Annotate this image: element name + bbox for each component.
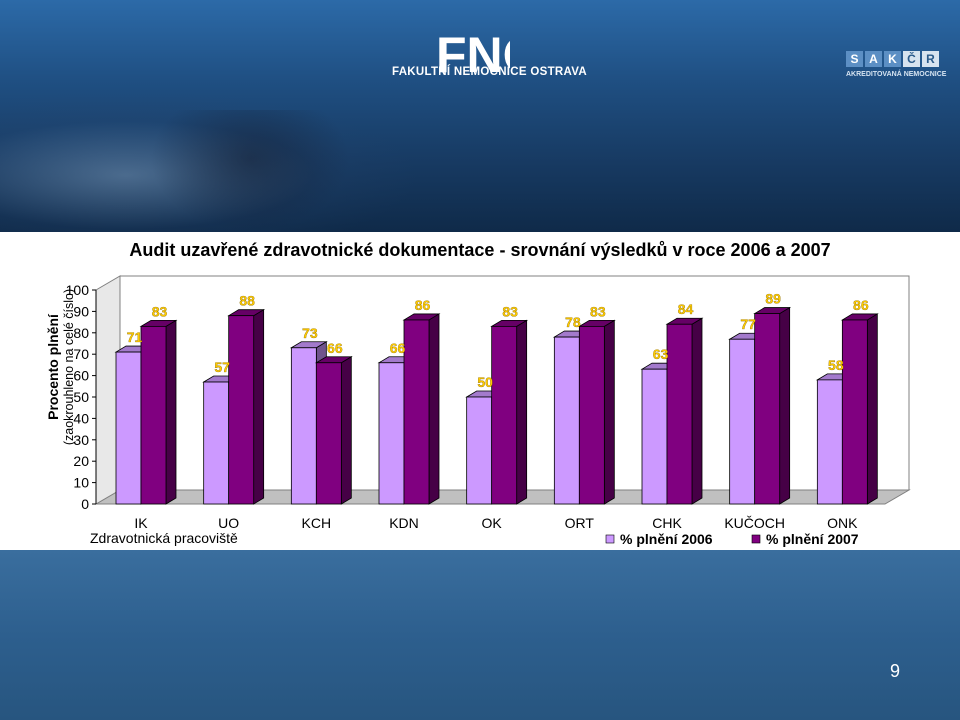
bar <box>315 362 342 505</box>
svg-text:FNO: FNO <box>436 27 510 80</box>
bar <box>841 319 868 505</box>
bar <box>140 325 167 505</box>
bar <box>403 319 430 505</box>
y-axis-title: Procento plnění <box>45 313 61 420</box>
slide-content: Audit uzavřené zdravotnické dokumentace … <box>0 232 960 550</box>
data-label: 86 <box>853 297 869 313</box>
y-tick-label: 70 <box>73 346 89 362</box>
bar-side <box>165 319 177 505</box>
x-axis: IK UO KCH KDN OK ORT CHK KUČOCH ONK <box>134 515 858 531</box>
bar <box>115 351 142 505</box>
y-axis-subtitle: (zaokrouhleno na celé číslo) <box>62 289 76 445</box>
sak-letter-a: A <box>865 51 882 67</box>
y-tick-label: 60 <box>73 368 89 384</box>
sak-letter-k: K <box>884 51 901 67</box>
data-label: 89 <box>765 291 781 307</box>
bar <box>729 338 756 505</box>
banner-photo-shadow <box>150 110 350 232</box>
category-label: ORT <box>565 515 595 531</box>
y-tick-label: 10 <box>73 475 89 491</box>
data-label: 66 <box>327 340 343 356</box>
legend-label: % plnění 2007 <box>766 531 859 547</box>
bar-chart: 0 10 20 30 40 50 60 70 80 90 100 71 83 57 88 73 66 66 86 5… <box>45 275 911 547</box>
data-label: 83 <box>502 303 518 319</box>
y-tick-label: 80 <box>73 325 89 341</box>
bar-side <box>691 317 703 505</box>
legend-label: % plnění 2006 <box>620 531 713 547</box>
bar <box>378 362 405 505</box>
bars <box>114 306 879 505</box>
bar <box>203 381 230 505</box>
bar <box>641 368 668 505</box>
hospital-name: FAKULTNÍ NEMOCNICE OSTRAVA <box>392 66 587 78</box>
category-label: OK <box>482 515 503 531</box>
category-label: IK <box>134 515 148 531</box>
bar <box>553 336 580 505</box>
category-label: CHK <box>652 515 682 531</box>
chart-title: Audit uzavřené zdravotnické dokumentace … <box>129 240 831 260</box>
sak-letter-s: S <box>846 51 863 67</box>
y-tick-label: 90 <box>73 303 89 319</box>
data-label: 83 <box>590 303 606 319</box>
y-tick-label: 30 <box>73 432 89 448</box>
y-tick-label: 20 <box>73 453 89 469</box>
category-label: KDN <box>389 515 419 531</box>
bar-side <box>866 313 878 505</box>
legend-swatch <box>605 534 615 544</box>
data-labels: 71 83 57 88 73 66 66 86 50 83 78 83 63 84 77 89 58 86 <box>127 290 869 390</box>
data-label: 73 <box>302 325 318 341</box>
bar-side <box>253 308 265 505</box>
bar-side <box>779 306 791 505</box>
category-label: UO <box>218 515 239 531</box>
category-label: ONK <box>827 515 858 531</box>
page-number: 9 <box>889 661 900 681</box>
bar <box>578 325 605 505</box>
legend: % plnění 2006 % plnění 2007 <box>605 531 859 547</box>
bar-side <box>603 319 615 505</box>
y-tick-label: 50 <box>73 389 89 405</box>
fno-logo: FNO <box>436 27 510 80</box>
category-label: KUČOCH <box>724 515 785 531</box>
bar-side <box>340 356 352 505</box>
sak-letter-c: Č <box>903 51 920 67</box>
bar <box>666 323 693 505</box>
category-label: KCH <box>302 515 332 531</box>
y-tick-label: 100 <box>66 282 90 298</box>
bar <box>754 313 781 505</box>
bar <box>816 379 843 505</box>
bar-side <box>516 319 528 505</box>
data-label: 78 <box>565 314 581 330</box>
data-label: 88 <box>239 293 255 309</box>
bar-side <box>428 313 440 505</box>
data-label: 66 <box>390 340 406 356</box>
bar <box>491 325 518 505</box>
data-label: 84 <box>678 301 694 317</box>
data-label: 58 <box>828 357 844 373</box>
accreditation-text: AKREDITOVANÁ NEMOCNICE <box>846 71 947 78</box>
data-label: 86 <box>415 297 431 313</box>
data-label: 57 <box>214 359 230 375</box>
y-axis: 0 10 20 30 40 50 60 70 80 90 100 <box>66 282 97 512</box>
data-label: 50 <box>477 374 493 390</box>
bar <box>290 347 317 505</box>
data-label: 71 <box>127 329 143 345</box>
legend-swatch <box>751 534 761 544</box>
sak-letter-r: R <box>922 51 939 67</box>
x-axis-title: Zdravotnická pracoviště <box>90 530 238 546</box>
footer: 9 <box>0 550 960 720</box>
data-label: 83 <box>152 303 168 319</box>
data-label: 63 <box>653 346 669 362</box>
bar <box>228 315 255 505</box>
y-tick-label: 0 <box>81 496 89 512</box>
data-label: 77 <box>740 316 756 332</box>
bar <box>466 396 493 505</box>
y-tick-label: 40 <box>73 410 89 426</box>
